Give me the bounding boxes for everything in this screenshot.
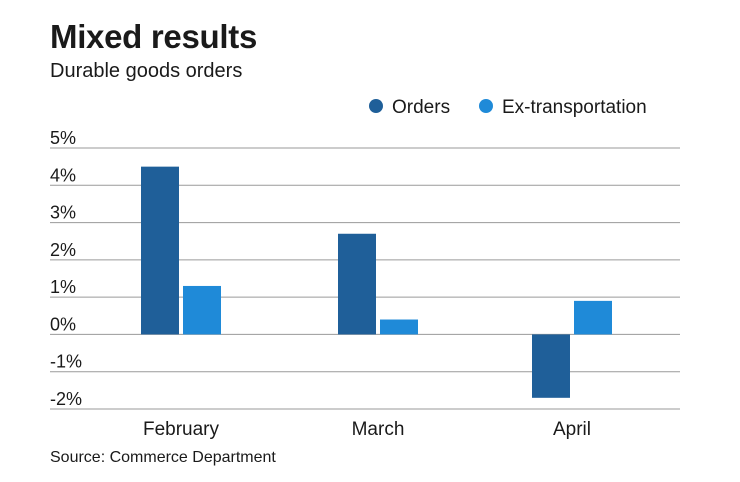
y-tick-label: -1% [50,352,82,372]
y-axis-ticks: 5% 4% 3% 2% 1% 0% -1% -2% [50,128,82,409]
bar-orders-february [141,166,179,335]
y-tick-label: -2% [50,389,82,409]
chart-subtitle: Durable goods orders [50,60,243,82]
x-tick-label: March [352,419,405,440]
x-tick-label: April [553,419,591,440]
bars [141,166,612,398]
bar-orders-march [338,233,376,335]
y-tick-label: 1% [50,277,76,297]
bar-ex-transportation-april [574,300,612,335]
bar-orders-april [532,334,570,398]
source-note: Source: Commerce Department [50,449,276,466]
legend-label: Ex-transportation [502,97,647,118]
bar-ex-transportation-march [380,319,418,335]
x-tick-label: February [143,419,220,440]
x-axis-ticks: February March April [143,419,591,440]
y-tick-label: 2% [50,240,76,260]
legend-label: Orders [392,97,450,118]
y-tick-label: 3% [50,203,76,223]
chart-title: Mixed results [50,18,258,55]
legend-ex-transportation: Ex-transportation [479,97,647,118]
y-tick-label: 5% [50,128,76,148]
y-tick-label: 4% [50,165,76,185]
legend-orders: Orders [369,97,450,118]
legend-swatch [479,99,493,113]
legend: Orders Ex-transportation [369,97,647,118]
legend-swatch [369,99,383,113]
y-tick-label: 0% [50,314,76,334]
bar-ex-transportation-february [183,285,221,335]
